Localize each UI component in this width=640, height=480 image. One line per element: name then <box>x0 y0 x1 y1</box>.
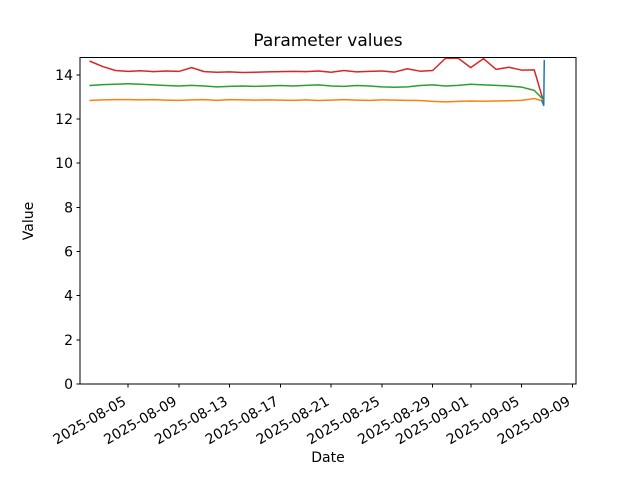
y-tick-label: 4 <box>64 289 73 305</box>
axes-box <box>79 57 577 385</box>
y-tick-label: 2 <box>64 333 73 349</box>
red-line <box>89 57 544 100</box>
y-axis-label: Value <box>21 202 37 240</box>
y-tick-label: 0 <box>64 377 73 393</box>
y-tick-label: 12 <box>55 112 73 128</box>
orange-line <box>89 97 544 103</box>
y-tick-label: 14 <box>55 68 73 84</box>
y-tick-label: 6 <box>64 245 73 261</box>
blue-line <box>540 59 546 107</box>
x-axis-label: Date <box>311 450 344 466</box>
y-tick-label: 10 <box>55 156 73 172</box>
y-tick-label: 8 <box>64 200 73 216</box>
plot-area: 024681012142025-08-052025-08-092025-08-1… <box>51 57 577 448</box>
chart-title: Parameter values <box>253 31 402 51</box>
green-line <box>89 83 544 100</box>
